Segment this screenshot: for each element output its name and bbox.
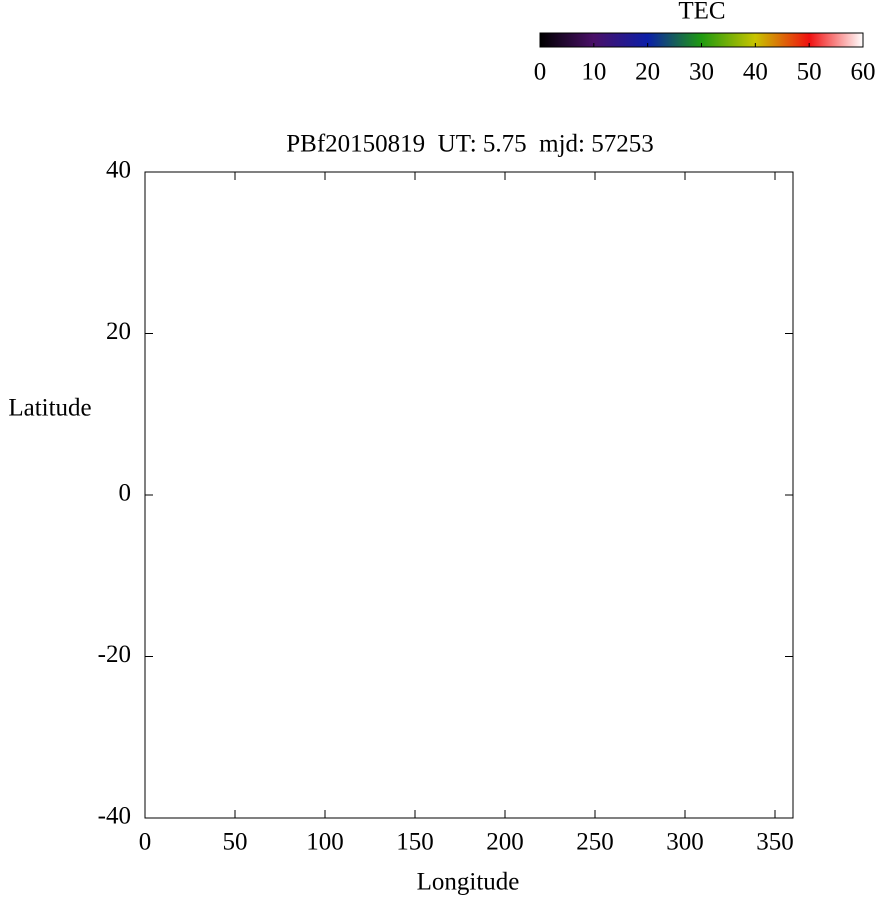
colorbar-label: TEC [678, 0, 725, 25]
y-tick-label: -20 [98, 641, 131, 668]
colorbar-tick-label: 10 [581, 59, 606, 86]
plot-frame [144, 171, 794, 819]
x-tick-label: 150 [396, 829, 434, 856]
colorbar-tick-label: 50 [797, 59, 822, 86]
colorbar-tick-label: 60 [851, 59, 876, 86]
x-tick-label: 250 [576, 829, 614, 856]
x-tick-label: 100 [306, 829, 344, 856]
x-tick-label: 50 [223, 829, 248, 856]
colorbar-tick-label: 40 [743, 59, 768, 86]
colorbar-tick-label: 30 [689, 59, 714, 86]
y-tick-label: 0 [119, 480, 132, 507]
chart-title: PBf20150819 UT: 5.75 mjd: 57253 [286, 131, 654, 158]
x-tick-label: 200 [486, 829, 524, 856]
y-tick-label: 40 [106, 157, 131, 184]
x-tick-label: 0 [139, 829, 152, 856]
colorbar-tick-label: 20 [635, 59, 660, 86]
y-tick-label: 20 [106, 318, 131, 345]
x-axis-label: Longitude [417, 869, 520, 896]
x-tick-label: 350 [756, 829, 794, 856]
y-tick-label: -40 [98, 803, 131, 830]
colorbar-tick-label: 0 [534, 59, 547, 86]
x-tick-label: 300 [666, 829, 704, 856]
y-axis-label: Latitude [8, 395, 91, 422]
